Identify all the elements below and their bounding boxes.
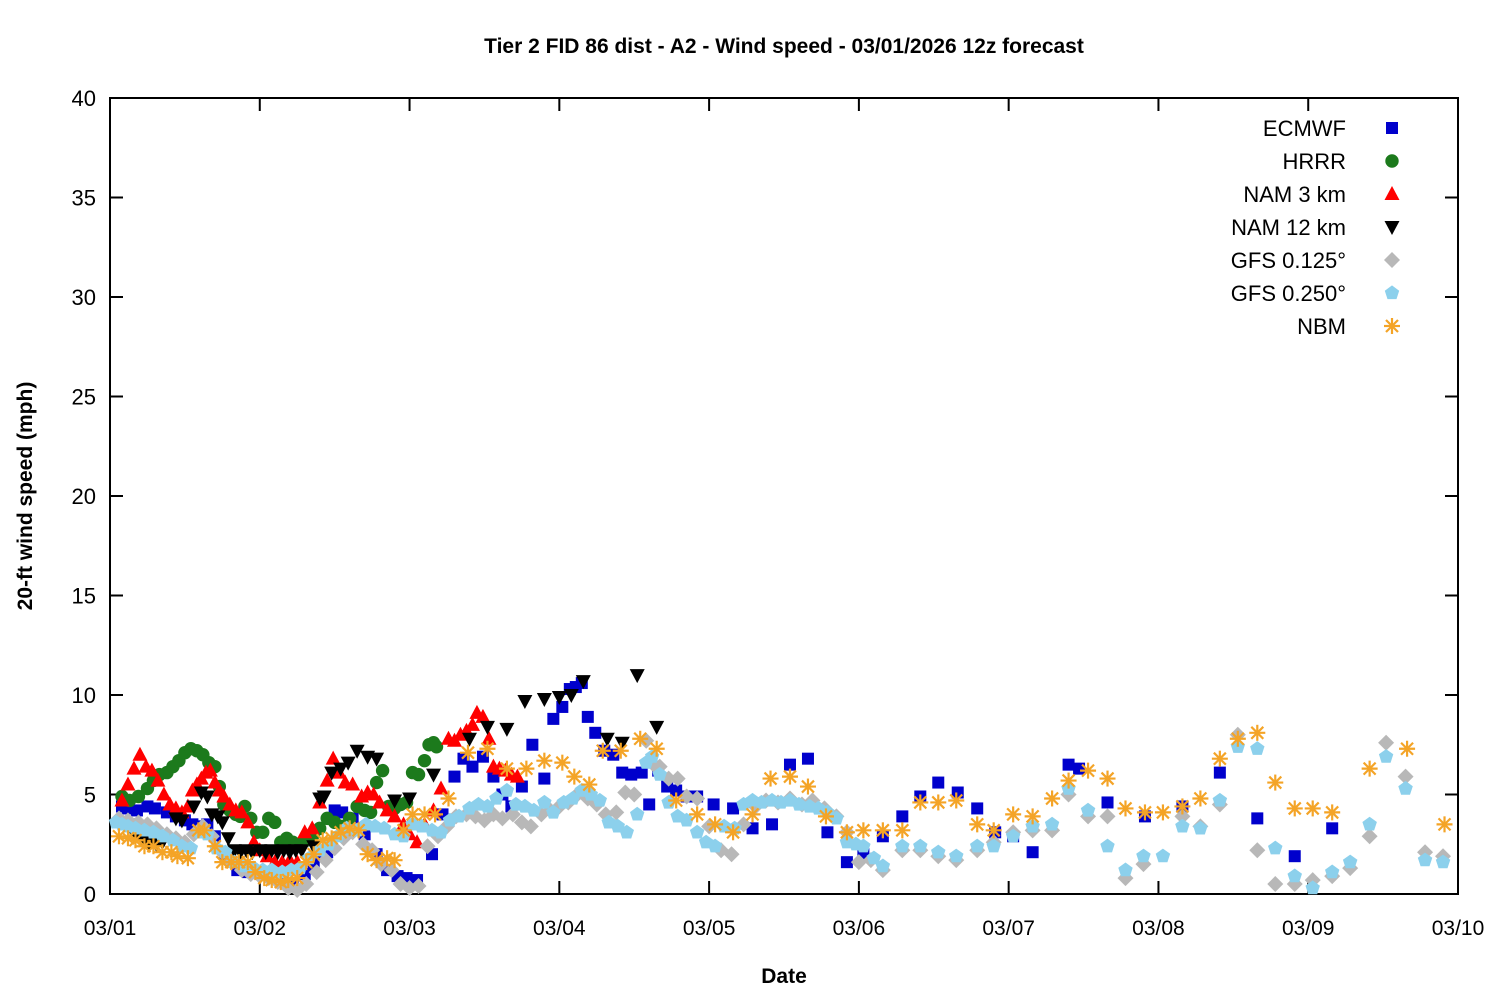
x-tick-label: 03/03 <box>383 917 436 940</box>
y-tick-label: 40 <box>72 86 96 111</box>
y-tick-label: 30 <box>72 285 96 310</box>
legend-marker-triangle-up-icon <box>1384 186 1400 200</box>
y-axis-label: 20-ft wind speed (mph) <box>14 382 37 611</box>
legend-marker-triangle-down-icon <box>1384 221 1400 235</box>
x-tick-label: 03/06 <box>833 917 886 940</box>
y-tick-label: 0 <box>84 882 96 907</box>
legend-marker-pentagon-icon <box>1384 285 1400 300</box>
x-tick-label: 03/08 <box>1132 917 1185 940</box>
y-tick-label: 10 <box>72 683 96 708</box>
legend-label: NBM <box>1297 314 1346 339</box>
legend-marker-diamond-icon <box>1384 252 1400 268</box>
y-tick-label: 20 <box>72 484 96 509</box>
x-tick-label: 03/02 <box>233 917 286 940</box>
x-tick-label: 03/09 <box>1282 917 1335 940</box>
legend-label: ECMWF <box>1263 116 1346 141</box>
legend-label: GFS 0.125° <box>1231 248 1346 273</box>
x-tick-label: 03/10 <box>1432 917 1485 940</box>
legend-label: HRRR <box>1282 149 1346 174</box>
y-tick-label: 5 <box>84 783 96 808</box>
y-tick-label: 15 <box>72 584 96 609</box>
x-tick-label: 03/07 <box>982 917 1035 940</box>
legend-marker-circle-icon <box>1385 154 1399 168</box>
chart-title: Tier 2 FID 86 dist - A2 - Wind speed - 0… <box>484 35 1084 58</box>
x-tick-label: 03/05 <box>683 917 736 940</box>
y-tick-label: 35 <box>72 186 96 211</box>
x-tick-label: 03/01 <box>84 917 137 940</box>
series-gfs-0-125--points <box>110 726 1452 899</box>
legend-label: NAM 3 km <box>1243 182 1346 207</box>
x-axis-label: Date <box>761 965 807 988</box>
legend-label: NAM 12 km <box>1231 215 1346 240</box>
series-nbm-points <box>110 724 1453 891</box>
legend-label: GFS 0.250° <box>1231 281 1346 306</box>
x-tick-label: 03/04 <box>533 917 586 940</box>
legend-marker-square-icon <box>1386 122 1398 134</box>
y-tick-label: 25 <box>72 385 96 410</box>
legend-marker-asterisk-icon <box>1384 318 1400 334</box>
series-gfs-0-250--points <box>108 739 1451 895</box>
legend <box>1384 122 1400 334</box>
